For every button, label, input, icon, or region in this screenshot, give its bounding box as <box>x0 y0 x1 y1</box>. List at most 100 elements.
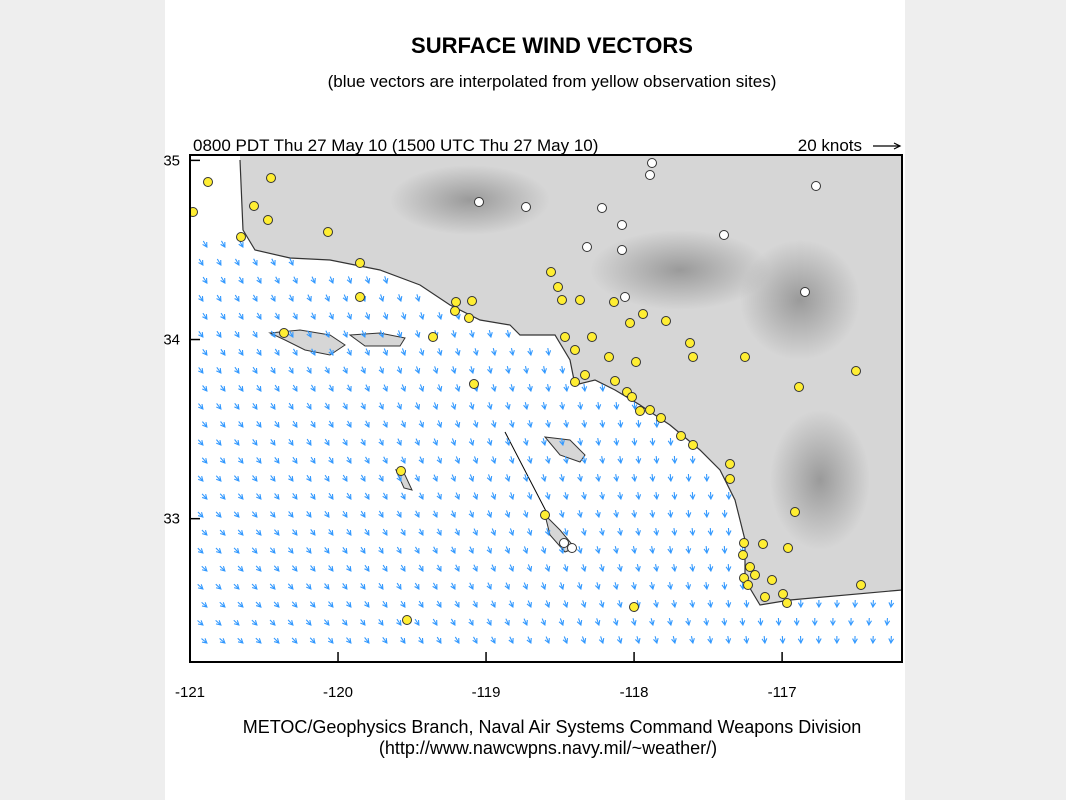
wind-vector <box>342 583 348 590</box>
wind-vector <box>562 636 569 645</box>
footer-line: (http://www.nawcwpns.navy.mil/~weather/) <box>379 738 717 758</box>
wind-vector <box>685 618 691 627</box>
observation-site <box>760 592 770 602</box>
wind-vector <box>309 637 316 644</box>
wind-vector <box>563 384 570 393</box>
wind-vector <box>739 617 746 627</box>
wind-vector <box>707 636 713 645</box>
wind-vector <box>432 546 438 555</box>
wind-vector <box>544 528 551 537</box>
wind-vector <box>270 511 276 518</box>
wind-vector <box>396 402 402 411</box>
observation-site <box>790 507 800 517</box>
observation-site <box>750 570 760 580</box>
wind-vector <box>414 618 420 626</box>
wind-vector <box>346 348 352 357</box>
wind-vector <box>454 636 460 644</box>
wind-vector <box>288 547 294 554</box>
wind-vector <box>288 366 294 374</box>
wind-vector <box>527 348 533 357</box>
observation-site <box>745 562 755 572</box>
wind-vector <box>215 475 222 482</box>
wind-vector <box>342 546 348 554</box>
wind-vector <box>454 564 460 573</box>
wind-vector <box>468 582 474 591</box>
wind-vector <box>725 635 732 645</box>
wind-vector <box>324 438 330 446</box>
wind-vector <box>562 528 569 537</box>
wind-vector <box>310 529 316 536</box>
wind-vector <box>288 438 294 446</box>
wind-vector <box>617 528 623 537</box>
wind-vector <box>273 565 280 572</box>
wind-vector <box>201 529 208 536</box>
wind-vector <box>215 547 222 554</box>
wind-vector <box>306 438 312 446</box>
wind-vector <box>305 619 312 626</box>
wind-vector <box>743 635 750 645</box>
island <box>268 329 346 356</box>
wind-vector <box>324 330 330 339</box>
wind-vector <box>310 492 316 500</box>
wind-vector <box>472 528 478 537</box>
wind-vector <box>342 366 348 375</box>
wind-vector <box>256 457 262 464</box>
wind-vector <box>238 312 244 320</box>
wind-vector <box>255 637 262 644</box>
wind-vector <box>291 601 298 608</box>
wind-vector <box>526 636 532 645</box>
wind-vector <box>220 348 226 356</box>
wind-vector <box>310 312 316 321</box>
wind-vector <box>815 635 822 645</box>
observation-site <box>782 598 792 608</box>
wind-vector <box>252 402 258 410</box>
wind-vector <box>292 348 298 357</box>
observation-site <box>800 287 810 297</box>
wind-vector <box>292 529 298 536</box>
wind-vector <box>527 456 533 465</box>
wind-vector <box>197 547 204 554</box>
wind-vector <box>581 492 587 501</box>
wind-vector <box>360 330 366 339</box>
wind-vector <box>508 636 514 645</box>
wind-vector <box>540 618 546 627</box>
wind-vector <box>234 258 240 267</box>
wind-vector <box>215 511 222 518</box>
wind-vector <box>414 582 420 590</box>
wind-vector <box>291 565 298 572</box>
wind-vector <box>689 636 695 645</box>
wind-vector <box>541 366 548 375</box>
wind-vector <box>238 384 244 392</box>
wind-vector <box>274 420 280 428</box>
wind-vector <box>527 420 533 429</box>
observation-site <box>263 215 273 225</box>
wind-vector <box>450 366 457 375</box>
wind-vector <box>649 509 656 519</box>
wind-vector <box>237 601 244 608</box>
wind-vector <box>238 421 244 428</box>
wind-vector <box>635 455 642 465</box>
wind-vector <box>306 547 312 554</box>
wind-vector <box>234 439 240 446</box>
wind-vector <box>201 601 208 608</box>
wind-vector <box>328 565 334 572</box>
wind-vector <box>382 528 388 536</box>
wind-vector <box>689 491 696 501</box>
wind-vector <box>233 547 240 554</box>
wind-vector <box>599 564 605 573</box>
wind-vector <box>382 564 388 572</box>
wind-vector <box>220 240 226 248</box>
wind-vector <box>220 312 226 320</box>
wind-vector <box>577 510 583 519</box>
wind-vector <box>545 456 551 465</box>
wind-vector <box>635 419 642 429</box>
wind-vector <box>400 636 406 644</box>
wind-vector <box>197 620 204 626</box>
wind-vector <box>378 546 384 554</box>
wind-vector <box>436 528 442 537</box>
wind-vector <box>198 403 204 410</box>
wind-vector <box>342 510 348 518</box>
observation-site <box>609 297 619 307</box>
wind-vector <box>816 599 822 609</box>
wind-vector <box>378 330 385 339</box>
